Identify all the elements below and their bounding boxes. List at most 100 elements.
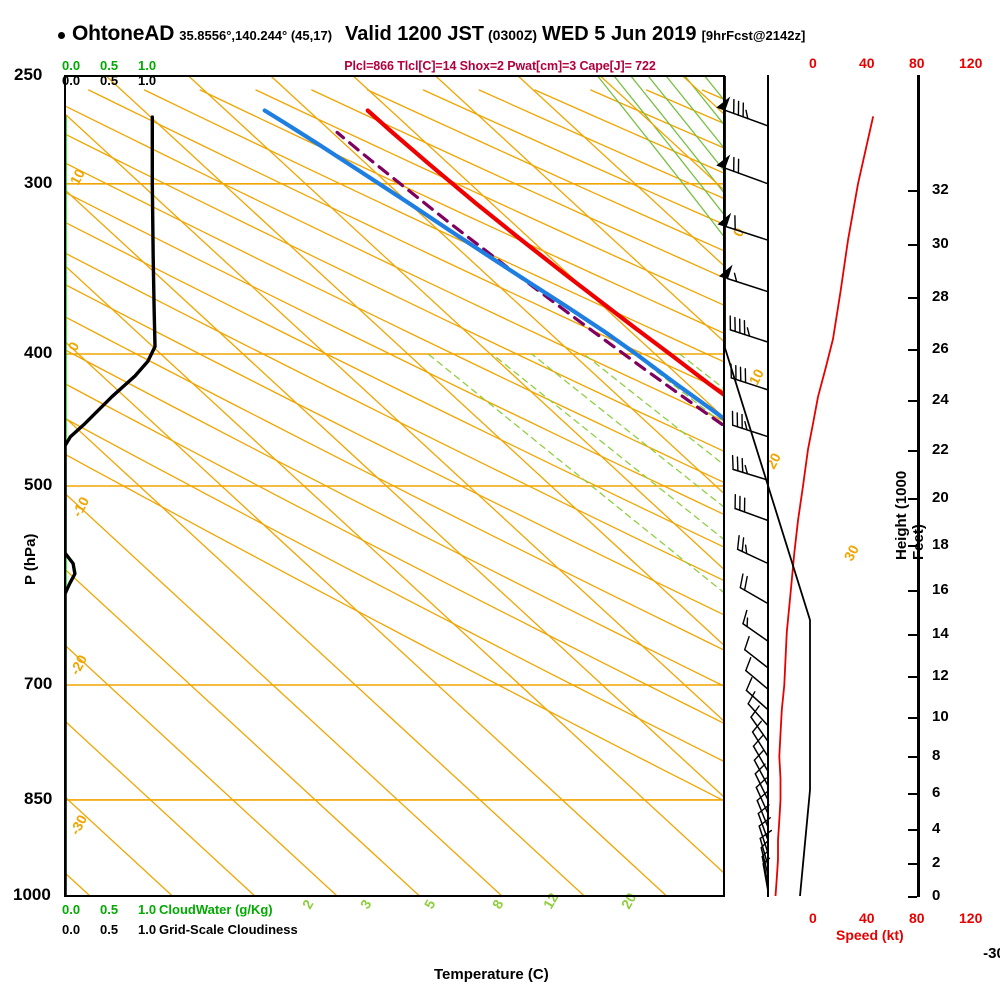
cloudwater-axis-title: CloudWater (g/Kg) (159, 902, 273, 917)
height-tick: 0 (932, 887, 941, 904)
cloudwater-tick: 1.0 (138, 58, 157, 73)
height-tick: 10 (932, 708, 949, 725)
cloudwater-tick: 0.0 (62, 902, 81, 917)
wind-barb (745, 677, 769, 711)
wind-panel-boundary (724, 76, 811, 896)
dry-adiabat-20 (65, 252, 724, 582)
height-tick-mark (908, 498, 917, 500)
height-tick-mark (908, 717, 917, 719)
isotherm--90 (65, 492, 503, 896)
moist-adiabat-4 (703, 76, 724, 101)
isotherm--60 (65, 264, 724, 874)
height-tick-mark (908, 896, 917, 898)
cloudiness-tick: 0.5 (100, 922, 119, 937)
height-tick: 6 (932, 784, 941, 801)
isotherm--80 (65, 416, 585, 896)
height-tick-mark (908, 829, 917, 831)
wind-barb (745, 657, 769, 690)
pressure-tick: 300 (24, 172, 53, 192)
dewpoint-line (262, 108, 724, 422)
station-dot-icon (58, 32, 65, 40)
isotherm--70 (65, 340, 668, 896)
moist-adiabat-0 (684, 76, 724, 126)
cloudwater-tick: 1.0 (138, 902, 157, 917)
wind-barb (718, 264, 769, 293)
cloudwater-tick: 0.5 (100, 902, 119, 917)
mixing-ratio-label: 2 (299, 897, 317, 912)
height-tick-mark (908, 590, 917, 592)
dry-adiabat-label: 20 (763, 450, 785, 471)
wind-barb (743, 635, 769, 669)
wind-barb (756, 790, 769, 828)
isotherm--100 (65, 568, 421, 896)
wind-barb (742, 609, 769, 642)
dry-adiabat-10 (65, 283, 724, 616)
height-tick: 28 (932, 288, 949, 305)
isotherm-0 (352, 76, 724, 419)
height-tick-mark (908, 400, 917, 402)
wind-barb (760, 840, 769, 876)
dry-adiabat-60 (65, 133, 724, 453)
height-tick: 8 (932, 747, 941, 764)
mixing-ratio-1 (427, 353, 724, 594)
isotherm-40 (682, 76, 724, 115)
speed-tick: 0 (809, 55, 817, 71)
cloudiness-axis-title: Grid-Scale Cloudiness (159, 922, 298, 937)
isotherm--120 (65, 720, 256, 896)
height-tick-mark (908, 545, 917, 547)
speed-tick: 40 (859, 910, 875, 926)
height-tick: 2 (932, 854, 941, 871)
dry-adiabat-70 (65, 105, 724, 422)
height-axis-line (917, 75, 920, 897)
speed-tick: 120 (959, 55, 983, 71)
mixing-ratio-3 (531, 353, 724, 508)
height-tick-mark (908, 349, 917, 351)
speed-tick: 0 (809, 910, 817, 926)
mixing-ratio-label: 3 (357, 897, 375, 912)
height-tick: 18 (932, 536, 949, 553)
dry-adiabat--20 (65, 383, 724, 725)
height-tick: 32 (932, 181, 949, 198)
temperature-axis-title: Temperature (C) (434, 966, 549, 983)
dry-adiabat-190 (701, 89, 724, 100)
dewpoint-curve (262, 108, 724, 422)
wind-barb (751, 720, 769, 758)
height-tick: 16 (932, 581, 949, 598)
pressure-tick: 400 (24, 343, 53, 362)
pressure-tick: 850 (24, 788, 53, 808)
pressure-tick: 700 (24, 674, 53, 694)
pressure-tick: 250 (14, 65, 43, 84)
sounding-stats: Plcl=866 Tlcl[C]=14 Shox=2 Pwat[cm]=3 Ca… (344, 59, 656, 73)
temperature-curve (365, 108, 724, 398)
wind-barb (752, 735, 769, 773)
mixing-ratio-lines (427, 353, 1000, 896)
height-tick-mark (908, 244, 917, 246)
isobar-lines (65, 183, 724, 896)
station-coords: 35.8556°,140.244° (45,17) (179, 28, 333, 43)
isotherm-10 (435, 76, 724, 343)
speed-tick: 80 (909, 55, 925, 71)
isotherm--10 (270, 76, 724, 495)
wind-barb (734, 494, 769, 522)
height-tick-mark (908, 190, 917, 192)
wind-barb (731, 454, 769, 481)
mixing-ratio-label: 5 (421, 897, 439, 912)
height-tick: 20 (932, 489, 949, 506)
wind-panel-edge (724, 76, 811, 896)
pressure-axis-title: P (hPa) (22, 533, 39, 585)
pressure-tick: 500 (24, 475, 53, 494)
height-tick-mark (908, 863, 917, 865)
valid-time-utc: (0300Z) (488, 27, 538, 43)
height-tick: 14 (932, 625, 949, 642)
dry-adiabat-40 (65, 191, 724, 516)
dry-adiabat--10 (65, 349, 724, 687)
mixing-ratio-20 (739, 354, 1000, 896)
height-tick-mark (908, 634, 917, 636)
height-tick-mark (908, 793, 917, 795)
wind-speed-curve (774, 116, 874, 896)
height-tick: 26 (932, 340, 949, 357)
height-tick: 12 (932, 667, 949, 684)
dry-adiabat-label: 30 (841, 542, 863, 563)
